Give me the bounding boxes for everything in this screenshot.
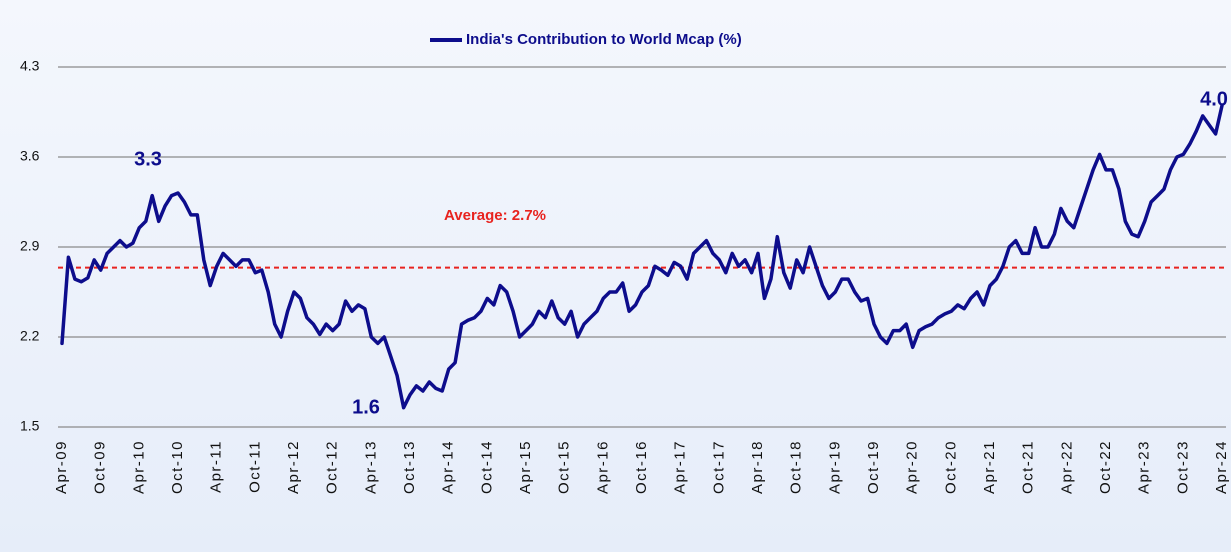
x-tick-label: Apr-17 [672, 440, 689, 494]
x-tick-label: Oct-23 [1174, 440, 1191, 494]
x-tick-label: Oct-22 [1097, 440, 1114, 494]
annotation: 3.3 [134, 148, 162, 170]
x-tick-label: Oct-17 [710, 440, 727, 494]
x-tick-label: Apr-09 [53, 440, 70, 494]
y-tick-label: 3.6 [20, 148, 40, 164]
y-tick-label: 2.9 [20, 238, 40, 254]
x-tick-label: Apr-14 [440, 440, 457, 494]
x-tick-label: Apr-11 [208, 440, 225, 493]
y-tick-label: 2.2 [20, 328, 40, 344]
annotation: 4.0 [1200, 88, 1228, 110]
x-tick-label: Apr-15 [517, 440, 534, 494]
x-tick-label: Oct-09 [92, 440, 109, 494]
x-tick-label: Apr-18 [749, 440, 766, 494]
x-tick-label: Apr-23 [1136, 440, 1153, 494]
x-tick-label: Oct-18 [788, 440, 805, 494]
series-line [60, 103, 1224, 410]
x-tick-label: Apr-20 [904, 440, 921, 494]
x-tick-label: Apr-10 [130, 440, 147, 494]
legend-label: India's Contribution to World Mcap (%) [466, 31, 742, 48]
x-tick-label: Oct-19 [865, 440, 882, 494]
x-tick-label: Oct-15 [556, 440, 573, 494]
average-label: Average: 2.7% [444, 207, 546, 224]
x-tick-label: Apr-19 [826, 440, 843, 494]
x-tick-label: Oct-12 [324, 440, 341, 494]
x-tick-label: Oct-10 [169, 440, 186, 494]
x-tick-label: Apr-24 [1213, 440, 1230, 494]
x-tick-label: Oct-13 [401, 440, 418, 494]
x-tick-label: Oct-16 [633, 440, 650, 494]
x-tick-label: Oct-11 [246, 440, 263, 493]
y-tick-label: 1.5 [20, 418, 40, 434]
x-tick-label: Oct-21 [1020, 440, 1037, 494]
x-tick-label: Apr-12 [285, 440, 302, 494]
x-tick-label: Apr-21 [981, 440, 998, 494]
y-tick-label: 4.3 [20, 58, 40, 74]
x-tick-label: Apr-22 [1058, 440, 1075, 494]
annotation: 1.6 [352, 396, 380, 418]
x-tick-label: Apr-13 [362, 440, 379, 494]
x-tick-label: Oct-14 [478, 440, 495, 494]
x-tick-label: Oct-20 [942, 440, 959, 494]
x-tick-label: Apr-16 [594, 440, 611, 494]
